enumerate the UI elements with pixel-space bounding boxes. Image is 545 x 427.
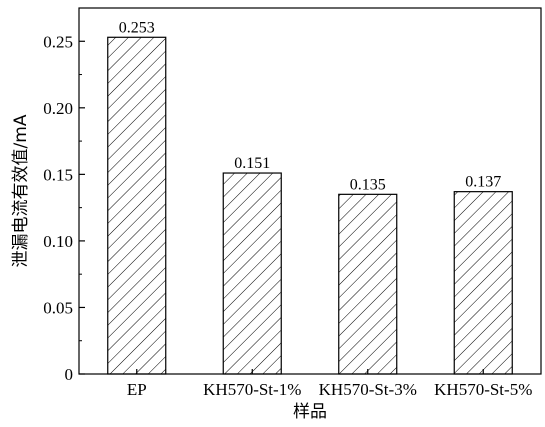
data-label-2: 0.151 xyxy=(234,155,270,172)
bar-1 xyxy=(107,36,167,375)
y-tick-label: 0.05 xyxy=(43,298,73,317)
data-label-3: 0.135 xyxy=(350,176,386,193)
bar-4 xyxy=(453,191,513,375)
x-axis-title: 样品 xyxy=(293,402,327,422)
y-tick-label: 0 xyxy=(65,365,74,384)
x-tick-label: KH570-St-3% xyxy=(319,380,417,399)
data-labels-layer: 0.253 0.151 0.135 0.137 xyxy=(119,19,502,193)
x-tick-label: KH570-St-5% xyxy=(434,380,532,399)
bar-3 xyxy=(338,193,398,375)
x-axis: EP KH570-St-1% KH570-St-3% KH570-St-5% xyxy=(127,369,532,399)
y-tick-label: 0.15 xyxy=(43,165,73,184)
y-axis-title: 泄漏电流有效值/mA xyxy=(11,114,31,267)
y-tick-label: 0.20 xyxy=(43,99,73,118)
data-label-1: 0.253 xyxy=(119,19,155,36)
x-tick-label: EP xyxy=(127,380,147,399)
bars-layer xyxy=(107,36,513,375)
y-axis: 0 0.05 0.10 0.15 0.20 0.25 xyxy=(43,32,85,384)
y-tick-label: 0.10 xyxy=(43,232,73,251)
bar-2 xyxy=(222,172,282,375)
data-label-4: 0.137 xyxy=(465,174,501,191)
plot-frame xyxy=(78,7,542,375)
x-tick-label: KH570-St-1% xyxy=(203,380,301,399)
y-tick-label: 0.25 xyxy=(43,32,73,51)
